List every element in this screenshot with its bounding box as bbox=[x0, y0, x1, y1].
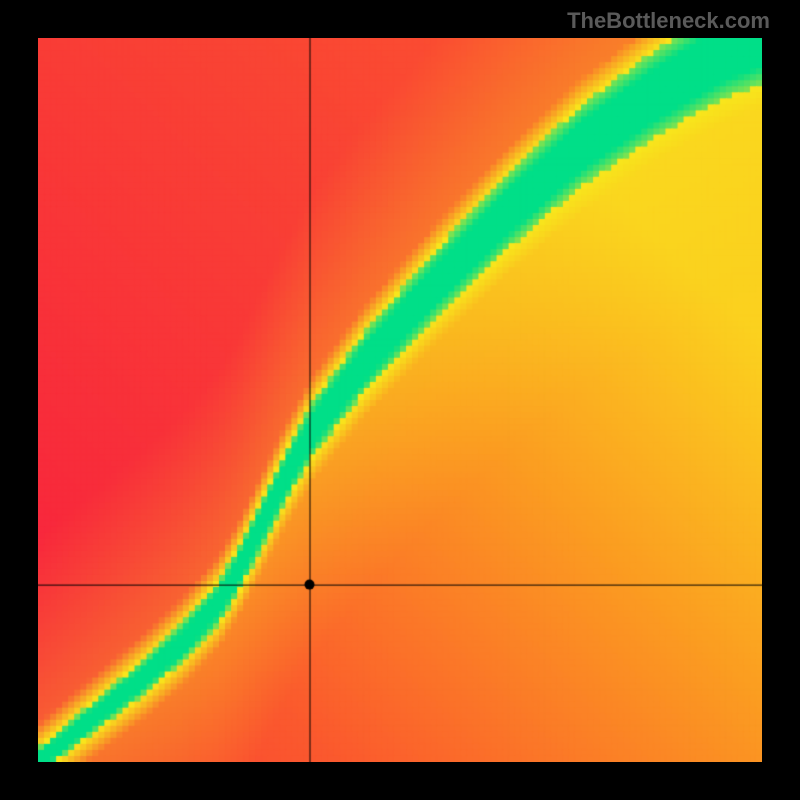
heatmap-plot bbox=[38, 38, 762, 762]
heatmap-canvas bbox=[38, 38, 762, 762]
watermark-text: TheBottleneck.com bbox=[567, 8, 770, 34]
